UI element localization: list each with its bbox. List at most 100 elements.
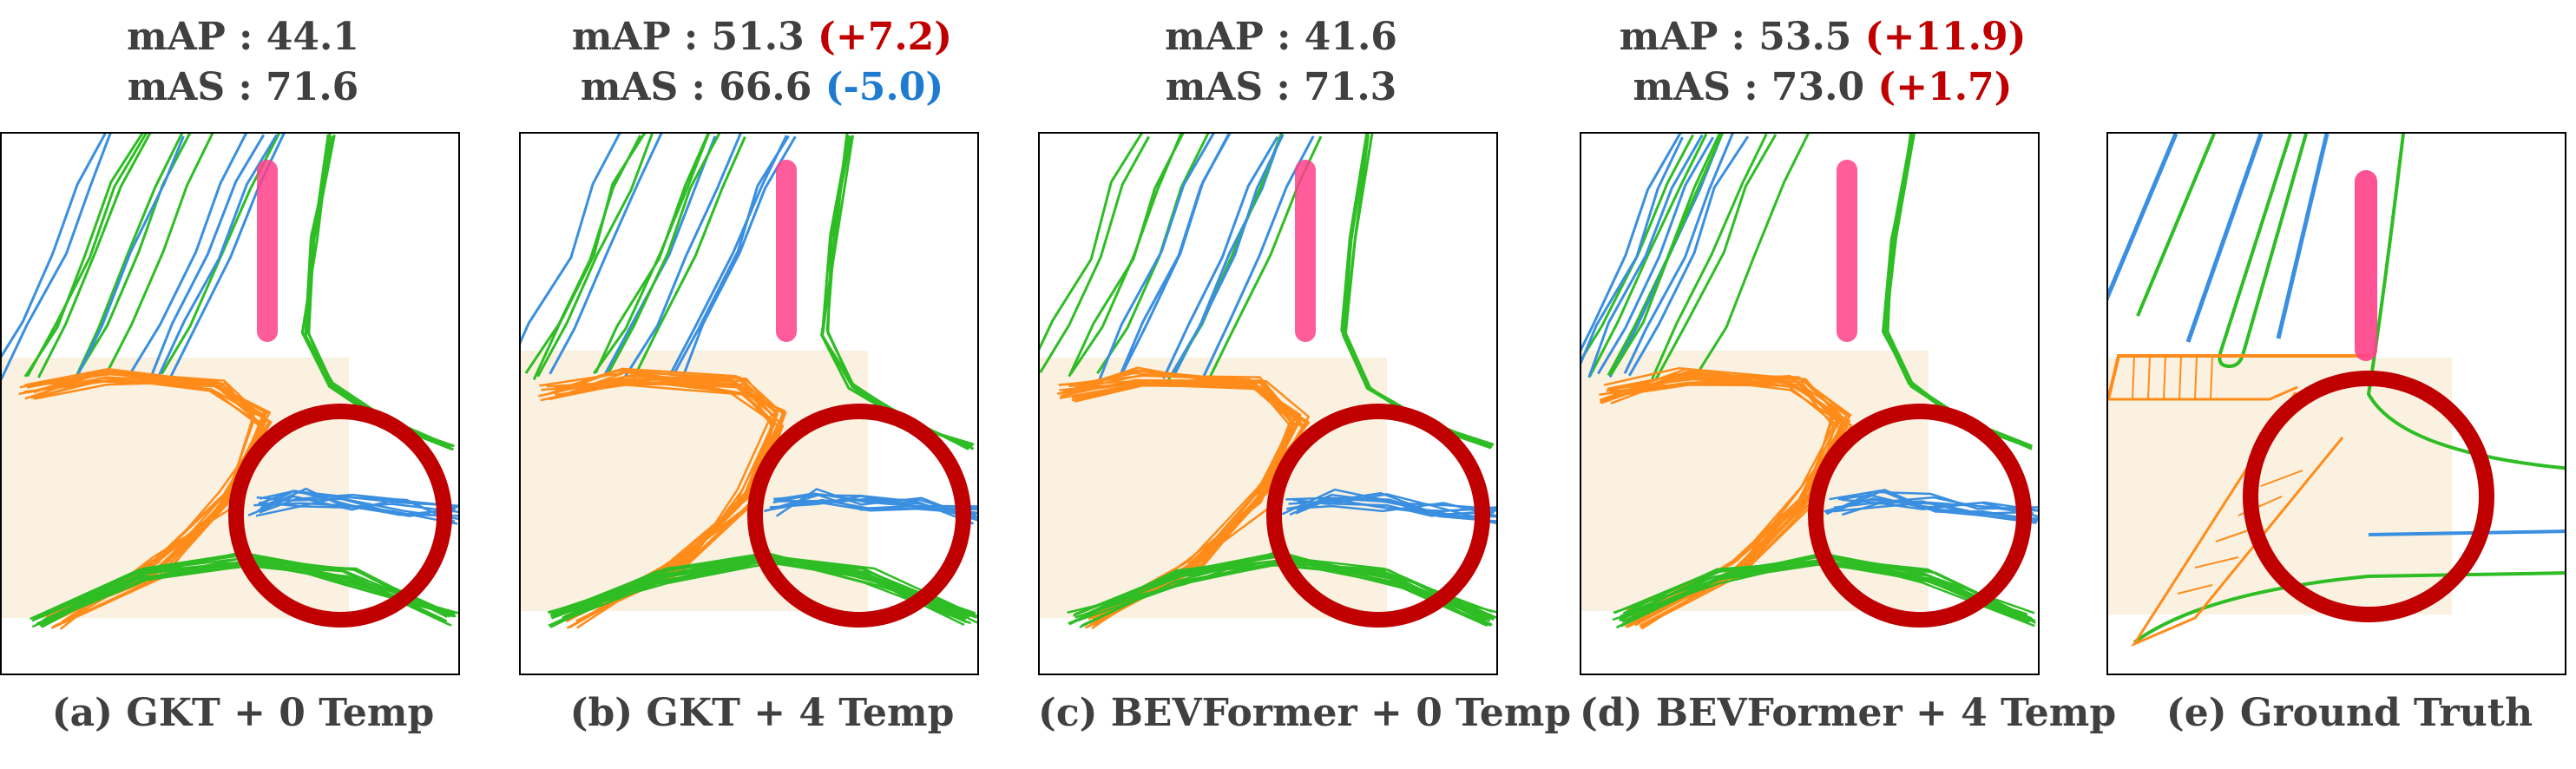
mas-label: mAS — [1633, 65, 1732, 109]
ped-crossing-line — [1581, 136, 1684, 365]
boundary-line — [1059, 374, 1302, 630]
divider-line — [536, 134, 654, 378]
highlight-circle — [228, 404, 452, 628]
map-value: 51.3 — [711, 15, 805, 59]
map-label: mAP — [571, 15, 671, 59]
map-value: 41.6 — [1304, 15, 1397, 59]
ped-crossing-line — [1297, 500, 1496, 517]
ped-crossing-line — [1833, 496, 2038, 512]
bev-map-a — [0, 132, 460, 675]
map-label: mAP — [1619, 15, 1718, 59]
ped-crossing-line — [74, 135, 185, 381]
panel-b: mAP : 51.3 (+7.2) mAS : 66.6 (-5.0) (b) … — [519, 0, 1005, 769]
highlight-circle — [747, 404, 971, 628]
camera-range-tint — [2, 358, 349, 618]
divider-line — [37, 134, 152, 378]
divider-line — [532, 134, 647, 381]
ped-crossing-line — [2185, 134, 2264, 343]
divider-line — [2136, 134, 2216, 317]
divider-line — [2218, 134, 2308, 369]
divider-line — [1588, 134, 1708, 378]
bev-map-e — [2106, 132, 2566, 675]
divider-line — [23, 134, 144, 378]
divider-line — [1653, 134, 1778, 382]
bev-drawing-b — [521, 134, 977, 629]
map-label: mAP — [127, 15, 226, 59]
divider-line — [1651, 134, 1768, 380]
panel-c: mAP : 41.6 mAS : 71.3 (c) BEVFormer + 0 … — [1038, 0, 1572, 769]
ped-crossing-line — [604, 135, 717, 375]
divider-line — [606, 134, 721, 376]
boundary-line — [1060, 369, 1311, 614]
ped-crossing-line — [260, 490, 458, 521]
ped-crossing-line — [2368, 529, 2565, 536]
mas-delta: (-5.0) — [825, 65, 944, 109]
ped-crossing-line — [1581, 134, 1682, 352]
divider-line — [1693, 134, 1810, 378]
divider-line — [2132, 571, 2565, 644]
map-delta: (+11.9) — [1864, 15, 2027, 59]
mas-label: mAS — [1165, 65, 1264, 109]
mas-label: mAS — [127, 65, 226, 109]
ped-crossing-line — [1623, 134, 1734, 374]
ped-crossing-line — [158, 134, 279, 376]
ped-crossing-line — [1829, 489, 2038, 520]
highlight-circle — [1266, 404, 1490, 628]
boundary-line — [2177, 470, 2303, 595]
mas-delta: (+1.7) — [1877, 65, 2013, 109]
ped-crossing-line — [1281, 488, 1496, 523]
ped-crossing-line — [1120, 134, 1232, 374]
boundary-line — [1063, 366, 1298, 624]
ped-crossing-line — [1587, 134, 1704, 378]
caption-c: (c) BEVFormer + 0 Temp — [1038, 691, 1572, 735]
mas-value: 66.6 — [719, 65, 812, 109]
ped-crossing-line — [1293, 502, 1496, 517]
caption-e: (e) Ground Truth — [2165, 691, 2533, 735]
panel-e: (e) Ground Truth — [2106, 0, 2576, 769]
divider-line — [524, 135, 642, 374]
caption-b: (b) GKT + 4 Temp — [569, 691, 955, 735]
divider-line — [1040, 135, 1151, 373]
ped-crossing-line — [2, 134, 107, 358]
mas-value: 71.3 — [1304, 65, 1397, 109]
map-label: mAP — [1165, 15, 1264, 59]
ped-crossing-line — [1597, 136, 1714, 375]
ped-crossing-line — [148, 134, 266, 379]
panel-a: mAP : 44.1 mAS : 71.6 (a) GKT + 0 Temp — [0, 0, 486, 769]
caption-d: (d) BEVFormer + 4 Temp — [1580, 691, 2117, 735]
boundary-line — [1074, 378, 1300, 625]
ego-vehicle — [1295, 160, 1316, 342]
ped-crossing-line — [255, 503, 458, 517]
divider-line — [1081, 564, 1484, 626]
divider-line — [104, 134, 214, 377]
ped-crossing-line — [247, 495, 458, 516]
ped-crossing-line — [2108, 134, 2178, 301]
ped-crossing-line — [1171, 134, 1285, 374]
bev-map-c — [1038, 132, 1498, 675]
ped-crossing-line — [258, 490, 458, 508]
ped-crossing-line — [2, 134, 112, 381]
bev-drawing-d — [1581, 134, 2038, 630]
metrics-a: mAP : 44.1 mAS : 71.6 — [127, 15, 359, 109]
highlight-circle — [2243, 371, 2494, 622]
divider-line — [1609, 134, 1724, 376]
metrics-b: mAP : 51.3 (+7.2) mAS : 66.6 (-5.0) — [571, 15, 953, 109]
ego-vehicle — [257, 160, 278, 342]
bev-drawing-ground-truth — [2108, 134, 2565, 647]
ped-crossing-line — [1297, 493, 1496, 512]
ped-crossing-line — [765, 498, 977, 512]
boundary-line — [1060, 378, 1311, 621]
ego-vehicle — [776, 160, 797, 342]
ped-crossing-line — [2276, 134, 2330, 339]
ped-crossing-line — [1098, 134, 1215, 382]
bev-map-d — [1580, 132, 2040, 675]
divider-line — [595, 134, 710, 374]
highlight-circle — [1808, 404, 2032, 628]
map-delta: (+7.2) — [818, 15, 953, 59]
boundary-line — [2131, 391, 2344, 647]
caption-a: (a) GKT + 0 Temp — [51, 691, 435, 735]
divider-line — [1040, 134, 1143, 352]
ped-crossing-line — [1162, 135, 1279, 379]
ped-crossing-line — [764, 499, 977, 513]
ped-crossing-line — [1116, 134, 1231, 382]
